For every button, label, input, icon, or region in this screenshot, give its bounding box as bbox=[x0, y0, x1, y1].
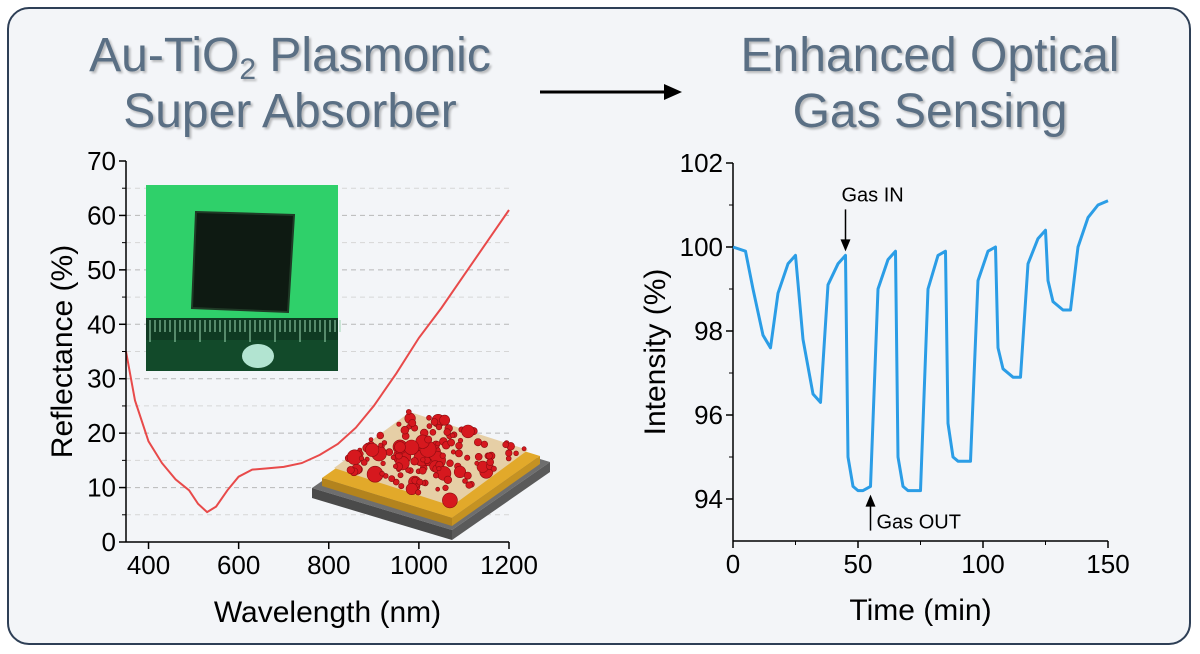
intensity-chart: 94 96 98 100 102 0 50 100 150 Time (min) Intensity… bbox=[639, 148, 1130, 627]
left-y-tick-label: 30 bbox=[87, 364, 116, 394]
left-axes: 0 10 20 30 40 50 60 70 400 600 800 1000 1200 Waveleng… bbox=[46, 146, 538, 629]
gas-annotations: Gas IN Gas OUT bbox=[840, 184, 961, 534]
reflectance-chart: 0 10 20 30 40 50 60 70 400 600 800 1000 1200 Waveleng… bbox=[46, 146, 550, 629]
left-x-tick-label: 1200 bbox=[480, 550, 538, 580]
right-y-tick-label: 94 bbox=[694, 484, 723, 514]
gas-in-label: Gas IN bbox=[842, 184, 904, 206]
reflectance-line bbox=[125, 209, 510, 514]
left-title-suffix: Plasmonic bbox=[256, 29, 491, 82]
right-x-tick-label: 150 bbox=[1086, 549, 1129, 579]
right-x-tick-label: 0 bbox=[726, 549, 740, 579]
gas-in-arrowhead-icon bbox=[840, 239, 851, 252]
nanoparticle-substrate-illustration bbox=[312, 409, 550, 540]
left-y-tick-label: 70 bbox=[87, 146, 116, 176]
left-x-tick-label: 400 bbox=[127, 550, 170, 580]
intensity-line bbox=[732, 199, 1109, 493]
left-y-tick-label: 60 bbox=[87, 200, 116, 230]
left-x-tick-label: 800 bbox=[307, 550, 350, 580]
left-y-tick-label: 20 bbox=[87, 418, 116, 448]
right-title-line2: Gas Sensing bbox=[792, 85, 1068, 138]
left-title-prefix: Au-TiO bbox=[89, 29, 240, 82]
right-y-tick-label: 102 bbox=[680, 148, 723, 178]
gas-out-arrowhead-icon bbox=[865, 494, 876, 507]
ruler-ticks bbox=[149, 320, 341, 342]
left-x-tick-label: 600 bbox=[217, 550, 260, 580]
right-y-tick-label: 96 bbox=[694, 400, 723, 430]
transition-arrow-icon bbox=[540, 84, 682, 100]
right-title-line1: Enhanced Optical bbox=[740, 29, 1120, 82]
right-y-tick-label: 100 bbox=[680, 232, 723, 262]
right-axes: 94 96 98 100 102 0 50 100 150 Time (min) Intensity… bbox=[639, 148, 1130, 627]
right-x-tick-label: 100 bbox=[961, 549, 1004, 579]
left-title-line1: Au-TiO2 Plasmonic bbox=[40, 28, 540, 86]
left-title-line2: Super Absorber bbox=[123, 85, 457, 138]
gas-out-label: Gas OUT bbox=[877, 512, 961, 534]
left-y-tick-label: 0 bbox=[102, 527, 116, 557]
left-y-axis-label: Reflectance (%) bbox=[46, 245, 79, 458]
left-title: Au-TiO2 Plasmonic Super Absorber bbox=[40, 28, 540, 140]
left-y-tick-label: 50 bbox=[87, 255, 116, 285]
right-title: Enhanced Optical Gas Sensing bbox=[680, 28, 1180, 140]
right-x-axis-label: Time (min) bbox=[849, 594, 991, 627]
left-y-tick-label: 10 bbox=[87, 473, 116, 503]
sample-photo-inset bbox=[146, 185, 341, 371]
right-y-tick-label: 98 bbox=[694, 316, 723, 346]
left-y-tick-label: 40 bbox=[87, 309, 116, 339]
left-x-tick-label: 1000 bbox=[390, 550, 448, 580]
gold-nanoparticles bbox=[344, 409, 527, 509]
left-title-subscript: 2 bbox=[239, 53, 257, 86]
left-x-axis-label: Wavelength (nm) bbox=[214, 596, 441, 629]
right-y-axis-label: Intensity (%) bbox=[639, 269, 672, 436]
right-x-tick-label: 50 bbox=[844, 549, 873, 579]
